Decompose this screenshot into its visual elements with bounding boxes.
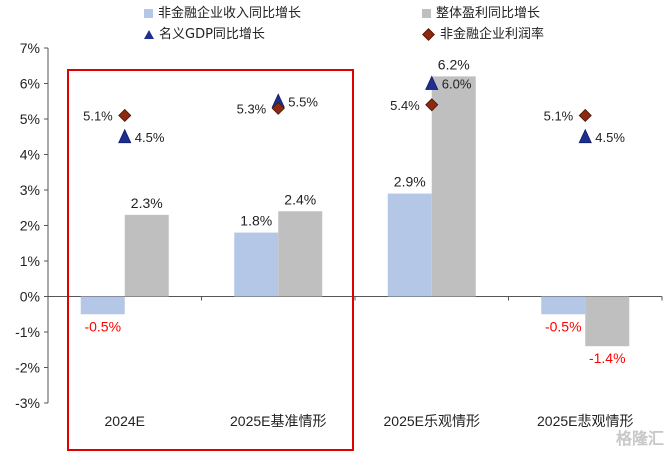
gdp-value-label: 4.5%	[595, 130, 625, 145]
bar-value-label: 6.2%	[438, 56, 470, 72]
legend-label: 非金融企业收入同比增长	[158, 6, 302, 21]
margin-diamond-marker	[425, 98, 439, 112]
margin-diamond-marker	[271, 101, 285, 115]
y-tick-label: -1%	[15, 324, 40, 340]
watermark-logo: 格隆汇	[615, 429, 664, 448]
margin-value-label: 5.4%	[390, 98, 420, 113]
margin-value-label: 5.1%	[83, 108, 113, 123]
bar	[124, 214, 169, 297]
bar	[541, 296, 586, 315]
margin-diamond-marker	[118, 108, 132, 123]
category-label: 2025E悲观情形	[537, 413, 633, 429]
y-tick-label: -3%	[15, 395, 40, 411]
bar-value-label: -0.5%	[84, 318, 121, 334]
legend-item-profit-growth: 整体盈利同比增长	[422, 6, 540, 22]
y-tick-label: 1%	[20, 253, 40, 269]
y-tick-label: 4%	[20, 147, 40, 163]
legend-swatch-square-icon	[144, 9, 153, 18]
gdp-triangle-marker	[118, 128, 132, 144]
gdp-triangle-marker	[425, 75, 439, 90]
bar-value-label: 2.4%	[284, 191, 316, 207]
bar-value-label: 1.8%	[240, 213, 272, 229]
y-tick-label: 2%	[20, 218, 40, 234]
legend-label: 非金融企业利润率	[440, 27, 545, 42]
y-tick-label: 5%	[20, 111, 40, 127]
margin-value-label: 5.3%	[237, 101, 267, 116]
gdp-value-label: 6.0%	[442, 77, 472, 92]
y-tick-label: 6%	[20, 76, 40, 92]
bar-value-label: -0.5%	[545, 318, 582, 334]
category-label: 2025E乐观情形	[384, 413, 480, 429]
legend-label: 名义GDP同比增长	[159, 27, 265, 42]
gdp-value-label: 5.5%	[288, 94, 318, 109]
bar-value-label: 2.3%	[131, 195, 163, 211]
chart-legend: 非金融企业收入同比增长 整体盈利同比增长 名义GDP同比增长 非金融企业利润率	[0, 0, 670, 48]
legend-item-revenue-growth: 非金融企业收入同比增长	[144, 6, 301, 22]
legend-item-profit-margin: 非金融企业利润率	[422, 27, 544, 43]
bar	[387, 193, 432, 297]
legend-triangle-icon	[144, 30, 154, 39]
bar	[278, 211, 323, 297]
bar	[80, 296, 125, 315]
bar-value-label: -1.4%	[589, 350, 626, 366]
y-tick-label: 0%	[20, 289, 40, 305]
legend-item-gdp-growth: 名义GDP同比增长	[144, 27, 265, 43]
bar	[234, 232, 279, 297]
highlight-box	[67, 69, 354, 451]
bar-value-label: 2.9%	[394, 174, 426, 190]
y-tick-label: -2%	[15, 360, 40, 376]
category-label: 2024E	[105, 413, 145, 429]
category-label: 2025E基准情形	[230, 413, 326, 429]
gdp-value-label: 4.5%	[135, 130, 165, 145]
bar	[585, 296, 630, 347]
y-tick-label: 3%	[20, 182, 40, 198]
legend-swatch-square-icon	[422, 9, 431, 18]
margin-diamond-marker	[578, 108, 592, 123]
bar	[431, 76, 476, 297]
legend-label: 整体盈利同比增长	[436, 6, 541, 21]
y-tick-label: 7%	[20, 40, 40, 56]
margin-value-label: 5.1%	[544, 108, 574, 123]
gdp-triangle-marker	[578, 128, 592, 144]
